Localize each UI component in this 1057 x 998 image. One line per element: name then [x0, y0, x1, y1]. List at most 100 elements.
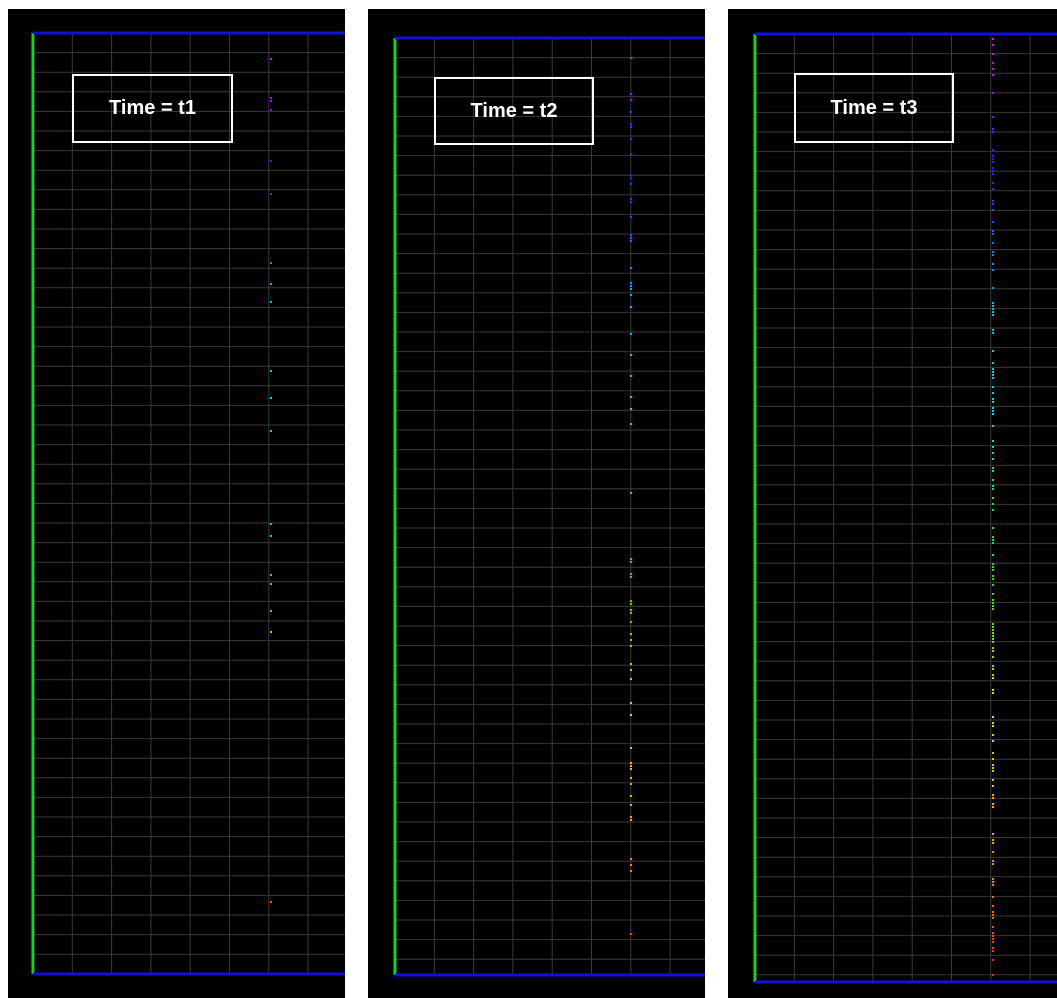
particle: [630, 765, 632, 767]
particle: [992, 161, 994, 163]
particle: [630, 816, 632, 818]
particle: [992, 878, 994, 880]
particle: [992, 92, 994, 94]
particle: [630, 804, 632, 806]
particle: [630, 663, 632, 665]
particle: [992, 566, 994, 568]
particle: [992, 839, 994, 841]
particle: [992, 932, 994, 934]
particle: [630, 777, 632, 779]
particle: [992, 941, 994, 943]
particle: [992, 131, 994, 133]
particle: [992, 329, 994, 331]
particle: [630, 576, 632, 578]
particle: [992, 233, 994, 235]
particle: [630, 288, 632, 290]
particle: [992, 656, 994, 658]
particle: [992, 485, 994, 487]
particle: [992, 128, 994, 130]
particle: [270, 583, 272, 585]
particle: [630, 492, 632, 494]
particle: [992, 860, 994, 862]
particle: [992, 68, 994, 70]
particle: [630, 183, 632, 185]
time-label-t3: Time = t3: [794, 73, 954, 143]
particle: [992, 440, 994, 442]
particle: [630, 573, 632, 575]
particle: [630, 408, 632, 410]
particle: [992, 527, 994, 529]
particle: [992, 200, 994, 202]
particle: [630, 306, 632, 308]
particle: [630, 645, 632, 647]
particle: [992, 158, 994, 160]
particle: [992, 251, 994, 253]
particle: [630, 138, 632, 140]
particle: [630, 153, 632, 155]
particle: [992, 716, 994, 718]
particle: [992, 392, 994, 394]
particle: [992, 44, 994, 46]
particle: [992, 308, 994, 310]
particle: [630, 612, 632, 614]
particle: [992, 425, 994, 427]
particle: [630, 111, 632, 113]
particle: [992, 650, 994, 652]
particle: [992, 539, 994, 541]
particle: [992, 38, 994, 40]
particle: [630, 747, 632, 749]
particle: [630, 294, 632, 296]
particle: [992, 689, 994, 691]
particle: [992, 446, 994, 448]
particle: [992, 677, 994, 679]
particle: [630, 237, 632, 239]
particle: [630, 561, 632, 563]
particle: [992, 155, 994, 157]
particle: [630, 702, 632, 704]
particle: [992, 947, 994, 949]
particle: [992, 209, 994, 211]
particle: [630, 669, 632, 671]
simulation-canvas-t3: [753, 32, 1057, 984]
particle: [992, 896, 994, 898]
particle: [992, 692, 994, 694]
particle: [992, 974, 994, 976]
particle: [992, 503, 994, 505]
particle: [992, 350, 994, 352]
particle: [992, 911, 994, 913]
particle: [270, 301, 272, 303]
particle: [992, 452, 994, 454]
particle: [992, 608, 994, 610]
particle: [992, 497, 994, 499]
particle: [992, 377, 994, 379]
time-label-t1: Time = t1: [72, 74, 233, 143]
grid: [754, 33, 1057, 982]
particle: [630, 795, 632, 797]
particle: [992, 458, 994, 460]
particle: [630, 609, 632, 611]
grid: [394, 37, 705, 975]
particle: [992, 926, 994, 928]
particle: [992, 638, 994, 640]
particle: [270, 631, 272, 633]
particle: [630, 633, 632, 635]
particle: [270, 109, 272, 111]
particle: [630, 201, 632, 203]
particle: [630, 933, 632, 935]
particle: [630, 558, 632, 560]
particle: [992, 305, 994, 307]
particle: [992, 254, 994, 256]
particle: [630, 396, 632, 398]
particle: [630, 123, 632, 125]
particle: [630, 375, 632, 377]
particle: [992, 386, 994, 388]
particle: [992, 314, 994, 316]
particle: [630, 240, 632, 242]
particle: [270, 574, 272, 576]
particle: [270, 160, 272, 162]
particle: [630, 216, 632, 218]
particle: [630, 126, 632, 128]
particle: [992, 629, 994, 631]
simulation-canvas-t1: [31, 31, 345, 976]
particle: [992, 881, 994, 883]
